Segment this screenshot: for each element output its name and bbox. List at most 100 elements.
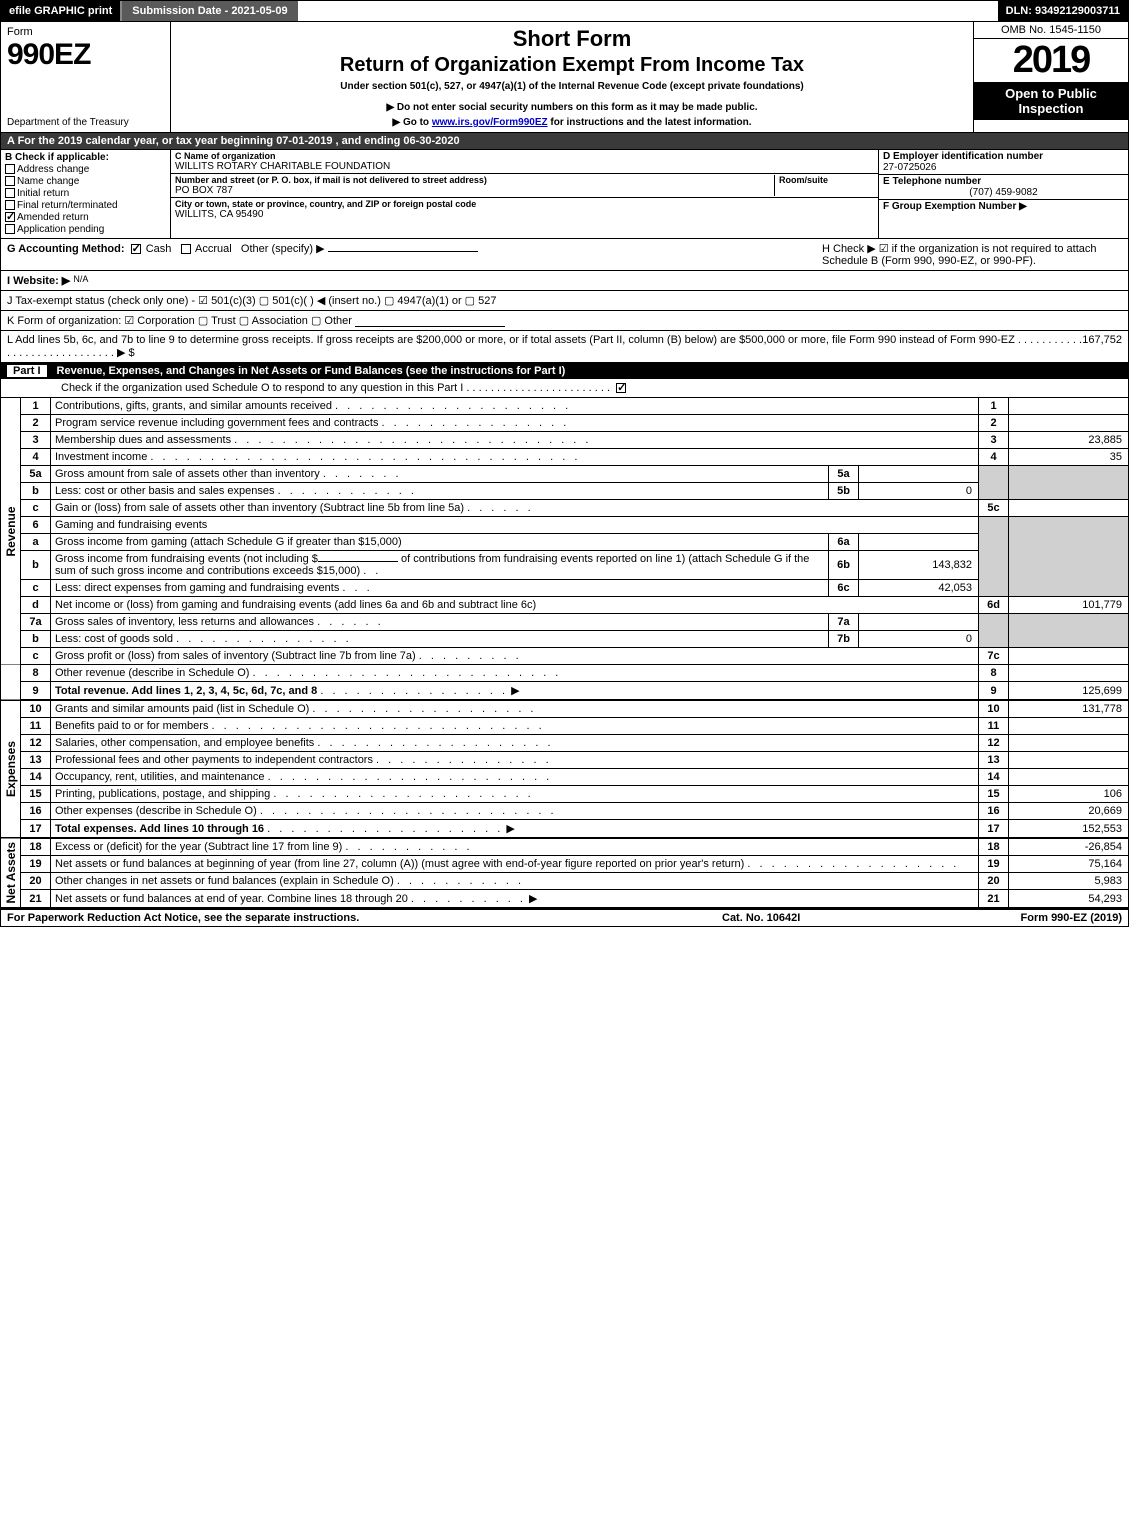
c-addr-label: Number and street (or P. O. box, if mail…	[175, 175, 774, 185]
c-name-value: WILLITS ROTARY CHARITABLE FOUNDATION	[175, 161, 874, 172]
c-room-label: Room/suite	[779, 175, 874, 185]
line-j: J Tax-exempt status (check only one) - ☑…	[0, 291, 1129, 311]
l16-num: 16	[21, 803, 51, 820]
l8-desc: Other revenue (describe in Schedule O)	[55, 667, 249, 679]
l5a-num: 5a	[21, 466, 51, 483]
l19-num: 19	[21, 856, 51, 873]
l7c-box: 7c	[979, 648, 1009, 665]
page-footer: For Paperwork Reduction Act Notice, see …	[0, 908, 1129, 927]
l7b-sv: 0	[859, 631, 979, 648]
chk-initial-return[interactable]: Initial return	[5, 188, 166, 199]
f-group-label: F Group Exemption Number ▶	[883, 201, 1124, 212]
l6c-sub: 6c	[829, 580, 859, 597]
part-i-checkbox[interactable]	[616, 383, 626, 393]
l21-num: 21	[21, 890, 51, 908]
c-city-label: City or town, state or province, country…	[175, 199, 874, 209]
l15-desc: Printing, publications, postage, and shi…	[55, 788, 270, 800]
l17-box: 17	[979, 820, 1009, 839]
ssn-warning: ▶ Do not enter social security numbers o…	[179, 102, 965, 113]
l14-num: 14	[21, 769, 51, 786]
h-check: H Check ▶ ☑ if the organization is not r…	[822, 242, 1122, 267]
l4-val: 35	[1009, 449, 1129, 466]
l19-desc: Net assets or fund balances at beginning…	[55, 858, 744, 870]
e-tel-label: E Telephone number	[883, 176, 1124, 187]
omb-number: OMB No. 1545-1150	[974, 22, 1128, 39]
l5b-num: b	[21, 483, 51, 500]
e-tel-value: (707) 459-9082	[883, 187, 1124, 198]
l17-val: 152,553	[1009, 820, 1129, 839]
l7b-desc: Less: cost of goods sold	[55, 633, 173, 645]
l9-num: 9	[21, 682, 51, 701]
g-cash-checkbox[interactable]	[131, 244, 141, 254]
d-ein-label: D Employer identification number	[883, 151, 1124, 162]
l11-box: 11	[979, 718, 1009, 735]
line-g-h: G Accounting Method: Cash Accrual Other …	[0, 239, 1129, 271]
l4-box: 4	[979, 449, 1009, 466]
l3-val: 23,885	[1009, 432, 1129, 449]
chk-final-return[interactable]: Final return/terminated	[5, 200, 166, 211]
g-accrual-checkbox[interactable]	[181, 244, 191, 254]
l18-box: 18	[979, 838, 1009, 856]
header-left: Form 990EZ Department of the Treasury	[1, 22, 171, 132]
chk-address-change[interactable]: Address change	[5, 164, 166, 175]
l6d-val: 101,779	[1009, 597, 1129, 614]
l7c-val	[1009, 648, 1129, 665]
l18-desc: Excess or (deficit) for the year (Subtra…	[55, 841, 342, 853]
l5a-desc: Gross amount from sale of assets other t…	[55, 468, 320, 480]
l16-val: 20,669	[1009, 803, 1129, 820]
l2-val	[1009, 415, 1129, 432]
l8-box: 8	[979, 665, 1009, 682]
tax-period: A For the 2019 calendar year, or tax yea…	[0, 133, 1129, 150]
form-subtitle: Under section 501(c), 527, or 4947(a)(1)…	[179, 81, 965, 92]
part-i-check: Check if the organization used Schedule …	[0, 379, 1129, 398]
l6b-sub: 6b	[829, 551, 859, 580]
l5a-sv	[859, 466, 979, 483]
l5a-sub: 5a	[829, 466, 859, 483]
l2-num: 2	[21, 415, 51, 432]
l21-val: 54,293	[1009, 890, 1129, 908]
l1-box: 1	[979, 398, 1009, 415]
l11-desc: Benefits paid to or for members	[55, 720, 208, 732]
l3-desc: Membership dues and assessments	[55, 434, 231, 446]
footer-left: For Paperwork Reduction Act Notice, see …	[7, 912, 722, 924]
l5c-val	[1009, 500, 1129, 517]
l11-num: 11	[21, 718, 51, 735]
chk-name-change[interactable]: Name change	[5, 176, 166, 187]
l4-num: 4	[21, 449, 51, 466]
l6-desc: Gaming and fundraising events	[51, 517, 979, 534]
tax-year: 2019	[974, 39, 1128, 82]
chk-amended-return[interactable]: Amended return	[5, 212, 166, 223]
header-center: Short Form Return of Organization Exempt…	[171, 22, 973, 132]
short-form-title: Short Form	[179, 26, 965, 52]
l17-desc: Total expenses. Add lines 10 through 16	[55, 823, 264, 835]
col-c: C Name of organization WILLITS ROTARY CH…	[171, 150, 878, 238]
side-expenses: Expenses	[1, 700, 21, 838]
l20-box: 20	[979, 873, 1009, 890]
l6b-num: b	[21, 551, 51, 580]
top-bar: efile GRAPHIC print Submission Date - 20…	[0, 0, 1129, 22]
l6b-desc1: Gross income from fundraising events (no…	[55, 553, 318, 565]
l13-val	[1009, 752, 1129, 769]
l2-box: 2	[979, 415, 1009, 432]
lines-table: Revenue 1 Contributions, gifts, grants, …	[0, 398, 1129, 908]
side-revenue: Revenue	[1, 398, 21, 665]
l6b-sv: 143,832	[859, 551, 979, 580]
irs-link[interactable]: www.irs.gov/Form990EZ	[432, 117, 548, 128]
footer-right: Form 990-EZ (2019)	[922, 912, 1122, 924]
l19-box: 19	[979, 856, 1009, 873]
l1-num: 1	[21, 398, 51, 415]
efile-label: efile GRAPHIC print	[1, 1, 120, 21]
chk-application-pending[interactable]: Application pending	[5, 224, 166, 235]
l17-num: 17	[21, 820, 51, 839]
l6a-sub: 6a	[829, 534, 859, 551]
l5b-sub: 5b	[829, 483, 859, 500]
l5b-desc: Less: cost or other basis and sales expe…	[55, 485, 275, 497]
l15-val: 106	[1009, 786, 1129, 803]
l14-box: 14	[979, 769, 1009, 786]
part-i-num: Part I	[7, 365, 47, 377]
l10-box: 10	[979, 700, 1009, 718]
l5b-sv: 0	[859, 483, 979, 500]
goto-line: ▶ Go to www.irs.gov/Form990EZ for instru…	[179, 117, 965, 128]
l7b-sub: 7b	[829, 631, 859, 648]
l7a-sub: 7a	[829, 614, 859, 631]
